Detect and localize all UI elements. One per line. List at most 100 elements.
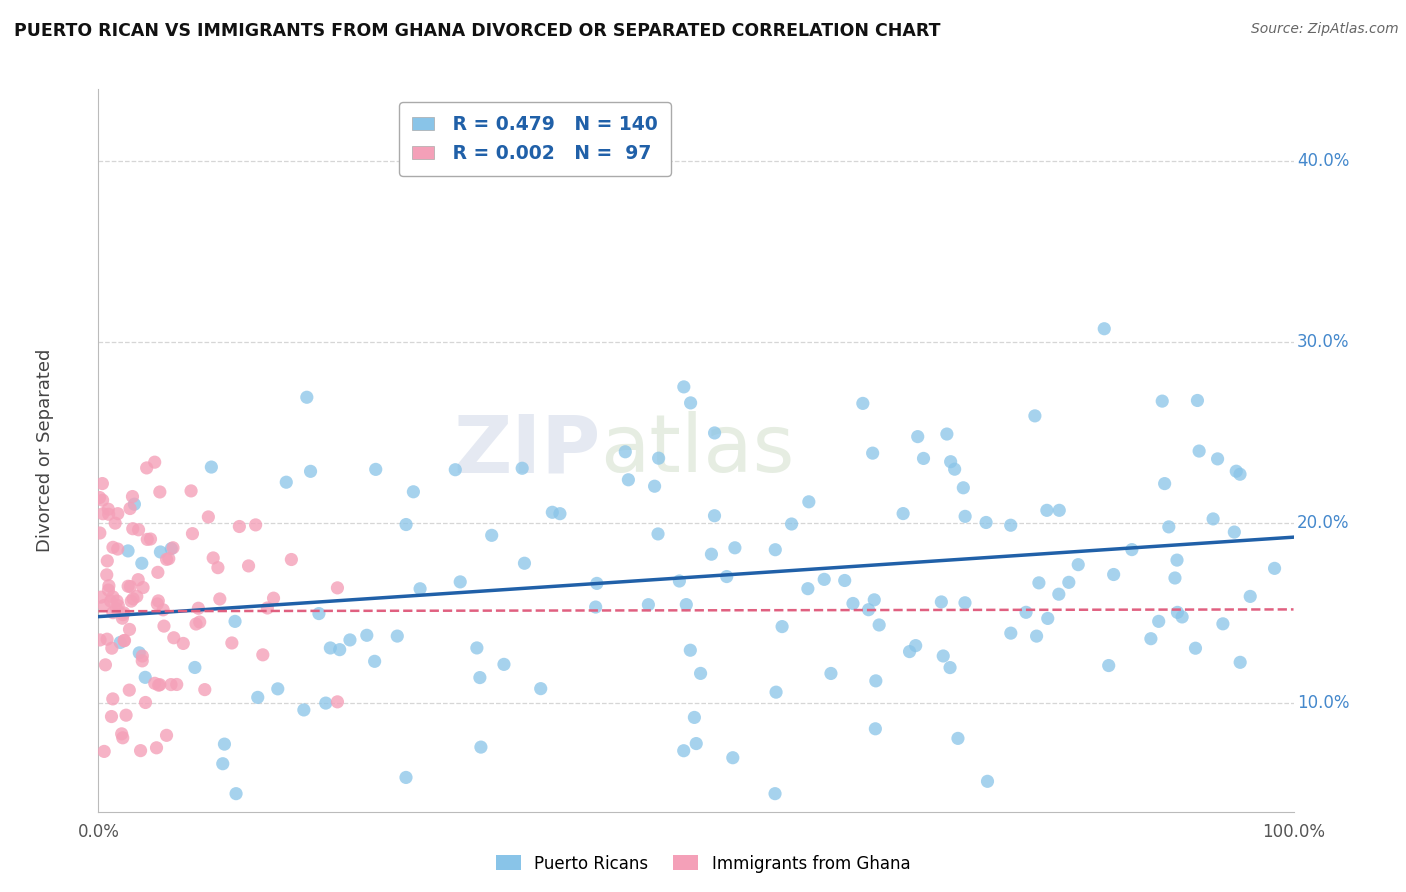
Legend: Puerto Ricans, Immigrants from Ghana: Puerto Ricans, Immigrants from Ghana: [489, 848, 917, 880]
Point: [132, 581, 155, 595]
Point: [91, 493, 114, 508]
Point: [1152, 394, 1174, 409]
Point: [245, 517, 267, 532]
Point: [146, 566, 169, 580]
Point: [675, 598, 697, 612]
Text: PUERTO RICAN VS IMMIGRANTS FROM GHANA DIVORCED OR SEPARATED CORRELATION CHART: PUERTO RICAN VS IMMIGRANTS FROM GHANA DI…: [14, 22, 941, 40]
Point: [117, 579, 139, 593]
Point: [172, 636, 194, 650]
Text: 40.0%: 40.0%: [1298, 153, 1350, 170]
Point: [1121, 542, 1143, 557]
Point: [184, 617, 207, 632]
Point: [134, 670, 156, 684]
Point: [1225, 464, 1247, 478]
Point: [112, 633, 135, 648]
Point: [1264, 561, 1286, 575]
Point: [128, 523, 150, 537]
Point: [96, 567, 118, 582]
Point: [155, 552, 177, 566]
Point: [211, 756, 233, 771]
Point: [105, 601, 128, 615]
Point: [1229, 656, 1251, 670]
Point: [292, 703, 315, 717]
Point: [149, 678, 172, 692]
Point: [820, 666, 842, 681]
Point: [865, 673, 887, 688]
Point: [111, 611, 134, 625]
Point: [614, 444, 637, 458]
Text: atlas: atlas: [600, 411, 794, 490]
Point: [356, 628, 378, 642]
Point: [939, 660, 962, 674]
Point: [184, 660, 207, 674]
Point: [1067, 558, 1090, 572]
Point: [117, 544, 139, 558]
Point: [163, 631, 186, 645]
Point: [387, 629, 409, 643]
Point: [858, 603, 880, 617]
Point: [943, 462, 966, 476]
Point: [136, 533, 159, 547]
Point: [252, 648, 274, 662]
Point: [492, 657, 515, 672]
Point: [647, 527, 669, 541]
Point: [256, 601, 278, 615]
Point: [541, 505, 564, 519]
Point: [315, 696, 337, 710]
Point: [672, 380, 695, 394]
Point: [127, 573, 149, 587]
Point: [93, 744, 115, 758]
Point: [852, 396, 875, 410]
Point: [481, 528, 503, 542]
Point: [114, 633, 136, 648]
Point: [1239, 590, 1261, 604]
Point: [118, 623, 141, 637]
Point: [974, 516, 997, 530]
Point: [107, 507, 129, 521]
Point: [143, 455, 166, 469]
Point: [166, 677, 188, 691]
Point: [585, 576, 607, 591]
Point: [96, 632, 118, 647]
Point: [1206, 451, 1229, 466]
Point: [89, 526, 111, 541]
Point: [155, 728, 177, 742]
Point: [548, 507, 571, 521]
Point: [637, 598, 659, 612]
Text: 30.0%: 30.0%: [1298, 333, 1350, 351]
Point: [1098, 658, 1121, 673]
Point: [276, 475, 298, 490]
Point: [946, 731, 969, 746]
Point: [128, 646, 150, 660]
Point: [465, 640, 488, 655]
Point: [813, 573, 835, 587]
Point: [1164, 571, 1187, 585]
Point: [1171, 610, 1194, 624]
Point: [953, 509, 976, 524]
Point: [188, 615, 211, 629]
Point: [108, 635, 131, 649]
Point: [1188, 444, 1211, 458]
Point: [1184, 641, 1206, 656]
Point: [668, 574, 690, 588]
Point: [89, 632, 111, 647]
Point: [97, 579, 120, 593]
Point: [105, 594, 128, 608]
Point: [716, 569, 738, 583]
Point: [149, 545, 172, 559]
Point: [134, 696, 156, 710]
Point: [1036, 503, 1059, 517]
Point: [1223, 524, 1246, 539]
Point: [904, 639, 927, 653]
Point: [326, 581, 349, 595]
Point: [1202, 512, 1225, 526]
Point: [101, 641, 124, 656]
Point: [703, 425, 725, 440]
Point: [135, 461, 157, 475]
Point: [953, 596, 976, 610]
Point: [112, 606, 135, 620]
Point: [364, 462, 387, 476]
Point: [1036, 611, 1059, 625]
Point: [111, 607, 134, 622]
Point: [1092, 322, 1115, 336]
